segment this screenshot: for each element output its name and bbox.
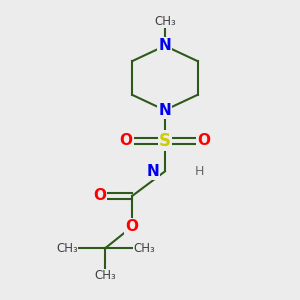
Text: O: O <box>120 133 133 148</box>
Text: O: O <box>126 219 139 234</box>
Text: H: H <box>195 165 204 178</box>
Text: N: N <box>158 103 171 118</box>
Text: N: N <box>146 164 159 179</box>
Text: CH₃: CH₃ <box>56 242 78 255</box>
Text: S: S <box>159 132 171 150</box>
Text: CH₃: CH₃ <box>154 15 176 28</box>
Text: N: N <box>158 38 171 53</box>
Text: O: O <box>197 133 210 148</box>
Text: CH₃: CH₃ <box>94 269 116 282</box>
Text: CH₃: CH₃ <box>133 242 155 255</box>
Text: O: O <box>93 188 106 203</box>
